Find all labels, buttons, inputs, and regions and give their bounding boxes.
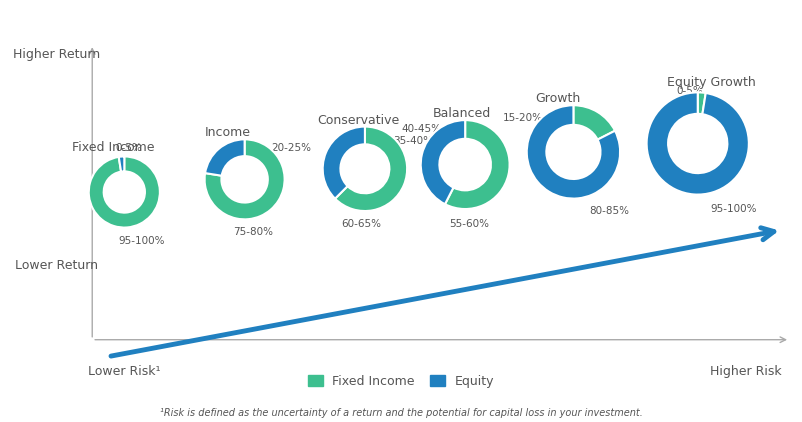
Text: 75-80%: 75-80% [233, 227, 273, 237]
Text: 95-100%: 95-100% [119, 235, 165, 246]
Text: 80-85%: 80-85% [589, 206, 630, 216]
Legend: Fixed Income, Equity: Fixed Income, Equity [302, 370, 500, 392]
Text: 20-25%: 20-25% [271, 143, 311, 153]
Text: Conservative: Conservative [317, 114, 399, 127]
Text: Lower Risk¹: Lower Risk¹ [88, 365, 160, 378]
Text: 35-40%: 35-40% [393, 136, 433, 146]
Text: ¹Risk is defined as the uncertainty of a return and the potential for capital lo: ¹Risk is defined as the uncertainty of a… [160, 408, 642, 418]
Text: 60-65%: 60-65% [341, 219, 381, 229]
Text: 0-5%: 0-5% [115, 143, 142, 153]
Text: 40-45%: 40-45% [401, 124, 441, 134]
Text: 55-60%: 55-60% [449, 219, 489, 229]
Text: 95-100%: 95-100% [711, 204, 757, 214]
Text: Growth: Growth [535, 92, 580, 106]
Text: Fixed Income: Fixed Income [72, 141, 155, 154]
Text: Equity Growth: Equity Growth [667, 76, 756, 89]
Text: 0-5%: 0-5% [676, 86, 703, 96]
Text: 15-20%: 15-20% [503, 113, 543, 123]
Text: Balanced: Balanced [433, 107, 492, 120]
Text: Lower Return: Lower Return [14, 260, 98, 272]
Text: Income: Income [205, 126, 250, 139]
Text: Higher Risk: Higher Risk [711, 365, 782, 378]
Text: Higher Return: Higher Return [13, 49, 99, 61]
